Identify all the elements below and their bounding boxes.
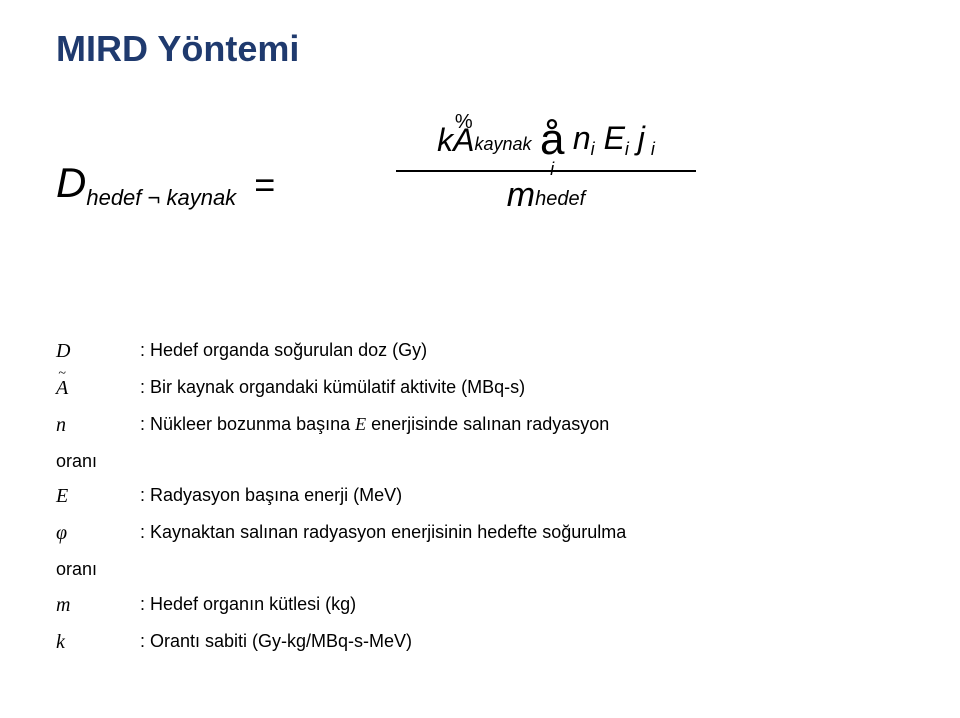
symbol-k: k: [437, 122, 453, 158]
subscript-n-i: i: [591, 139, 595, 159]
equation-denominator: mhedef: [396, 178, 696, 212]
def-label-orani-1: oranı: [56, 449, 116, 473]
term-j_i: ji: [638, 120, 655, 156]
def-symbol-n: n: [56, 412, 116, 439]
symbol-D: D: [56, 159, 86, 206]
subscript-A-source: kaynak: [474, 134, 531, 154]
def-symbol-m: m: [56, 592, 116, 619]
slide: MIRD Yöntemi Dhedef ¬ kaynak = k % A kay…: [0, 0, 960, 718]
term-E_i: Ei: [604, 120, 638, 156]
def-label-orani-2: oranı: [56, 557, 116, 581]
def-desc-k: : Orantı sabiti (Gy-kg/MBq-s-MeV): [140, 629, 912, 656]
sum-operator: å i: [540, 118, 564, 162]
term-n_i: ni: [573, 120, 604, 156]
subscript-j-i: i: [651, 139, 655, 159]
equals-sign: =: [246, 164, 283, 205]
fraction-bar: [396, 170, 696, 172]
def-blank-2: [140, 557, 912, 581]
equation: Dhedef ¬ kaynak = k % A kaynak å i ni Ei: [56, 118, 912, 268]
sum-sub-i: i: [550, 160, 554, 178]
subscript-m-target: hedef: [535, 188, 585, 210]
def-symbol-phi: φ: [56, 520, 116, 547]
symbol-E: E: [604, 120, 625, 156]
equation-numerator: k % A kaynak å i ni Ei ji: [396, 118, 696, 168]
equation-lhs: Dhedef ¬ kaynak =: [56, 162, 283, 209]
subscript-E-i: i: [625, 139, 629, 159]
tilde-overmark: %: [455, 112, 473, 132]
def-symbol-D: D: [56, 338, 116, 365]
def-desc-E: : Radyasyon başına enerji (MeV): [140, 483, 912, 510]
symbol-A-tilde: % A: [453, 124, 474, 156]
def-symbol-A-tilde: ~A: [56, 375, 116, 402]
equation-rhs: k % A kaynak å i ni Ei ji: [396, 118, 696, 268]
def-desc-m: : Hedef organın kütlesi (kg): [140, 592, 912, 619]
definitions-list: D : Hedef organda soğurulan doz (Gy) ~A …: [56, 338, 912, 656]
slide-title: MIRD Yöntemi: [56, 28, 912, 70]
subscript-target-arrow-source: hedef ¬ kaynak: [86, 185, 236, 210]
symbol-n: n: [573, 120, 591, 156]
def-desc-A-tilde: : Bir kaynak organdaki kümülatif aktivit…: [140, 375, 912, 402]
symbol-m: m: [507, 176, 535, 214]
def-desc-D: : Hedef organda soğurulan doz (Gy): [140, 338, 912, 365]
def-symbol-k: k: [56, 629, 116, 656]
def-blank-1: [140, 449, 912, 473]
def-desc-n: : Nükleer bozunma başına E enerjisinde s…: [140, 412, 912, 439]
def-desc-phi: : Kaynaktan salınan radyasyon enerjisini…: [140, 520, 912, 547]
sum-glyph: å: [540, 115, 564, 164]
def-symbol-E: E: [56, 483, 116, 510]
symbol-j: j: [638, 120, 645, 156]
